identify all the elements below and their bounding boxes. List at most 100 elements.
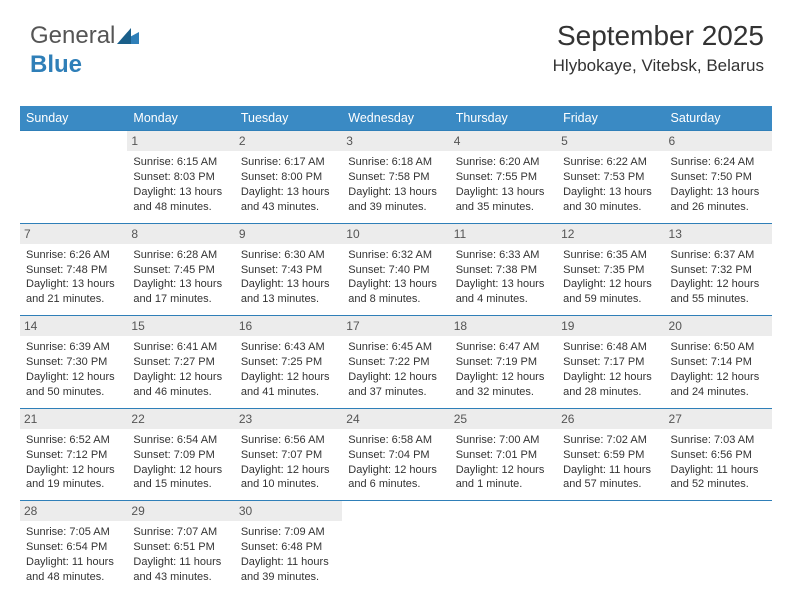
- sunrise-text: Sunrise: 6:56 AM: [241, 433, 336, 448]
- sunrise-text: Sunrise: 6:47 AM: [456, 340, 551, 355]
- calendar-table: SundayMondayTuesdayWednesdayThursdayFrid…: [20, 106, 772, 593]
- day-number: 9: [235, 224, 342, 244]
- daylight-text: and 35 minutes.: [456, 200, 551, 215]
- sunrise-text: Sunrise: 6:43 AM: [241, 340, 336, 355]
- day-number: 5: [557, 131, 664, 151]
- day-number: 6: [665, 131, 772, 151]
- daylight-text: and 57 minutes.: [563, 477, 658, 492]
- sunset-text: Sunset: 7:35 PM: [563, 263, 658, 278]
- sunset-text: Sunset: 7:14 PM: [671, 355, 766, 370]
- sunset-text: Sunset: 7:01 PM: [456, 448, 551, 463]
- daylight-text: Daylight: 13 hours: [133, 277, 228, 292]
- calendar-cell: 20Sunrise: 6:50 AMSunset: 7:14 PMDayligh…: [665, 316, 772, 409]
- sunset-text: Sunset: 7:43 PM: [241, 263, 336, 278]
- day-header: Sunday: [20, 106, 127, 131]
- daylight-text: Daylight: 13 hours: [241, 277, 336, 292]
- calendar-cell: 2Sunrise: 6:17 AMSunset: 8:00 PMDaylight…: [235, 131, 342, 224]
- day-number: 12: [557, 224, 664, 244]
- day-number: 2: [235, 131, 342, 151]
- sunrise-text: Sunrise: 6:48 AM: [563, 340, 658, 355]
- sunset-text: Sunset: 7:22 PM: [348, 355, 443, 370]
- sunrise-text: Sunrise: 6:15 AM: [133, 155, 228, 170]
- calendar-cell: 16Sunrise: 6:43 AMSunset: 7:25 PMDayligh…: [235, 316, 342, 409]
- calendar-body: .1Sunrise: 6:15 AMSunset: 8:03 PMDayligh…: [20, 131, 772, 593]
- day-number: 14: [20, 316, 127, 336]
- sunrise-text: Sunrise: 6:20 AM: [456, 155, 551, 170]
- day-number: 17: [342, 316, 449, 336]
- day-header: Thursday: [450, 106, 557, 131]
- daylight-text: Daylight: 13 hours: [456, 185, 551, 200]
- daylight-text: and 26 minutes.: [671, 200, 766, 215]
- calendar-cell: .: [450, 501, 557, 593]
- daylight-text: and 39 minutes.: [241, 570, 336, 585]
- daylight-text: and 43 minutes.: [241, 200, 336, 215]
- calendar-week: .1Sunrise: 6:15 AMSunset: 8:03 PMDayligh…: [20, 131, 772, 224]
- daylight-text: Daylight: 13 hours: [26, 277, 121, 292]
- calendar-cell: 22Sunrise: 6:54 AMSunset: 7:09 PMDayligh…: [127, 408, 234, 501]
- daylight-text: Daylight: 13 hours: [241, 185, 336, 200]
- day-number: 22: [127, 409, 234, 429]
- calendar-cell: 3Sunrise: 6:18 AMSunset: 7:58 PMDaylight…: [342, 131, 449, 224]
- calendar-cell: 19Sunrise: 6:48 AMSunset: 7:17 PMDayligh…: [557, 316, 664, 409]
- sunset-text: Sunset: 7:27 PM: [133, 355, 228, 370]
- sunset-text: Sunset: 6:54 PM: [26, 540, 121, 555]
- calendar-cell: .: [557, 501, 664, 593]
- calendar-cell: 29Sunrise: 7:07 AMSunset: 6:51 PMDayligh…: [127, 501, 234, 593]
- calendar-cell: .: [665, 501, 772, 593]
- sunset-text: Sunset: 7:30 PM: [26, 355, 121, 370]
- day-header: Tuesday: [235, 106, 342, 131]
- sunrise-text: Sunrise: 7:02 AM: [563, 433, 658, 448]
- calendar-cell: 27Sunrise: 7:03 AMSunset: 6:56 PMDayligh…: [665, 408, 772, 501]
- sunset-text: Sunset: 8:03 PM: [133, 170, 228, 185]
- day-number: 21: [20, 409, 127, 429]
- calendar-cell: 12Sunrise: 6:35 AMSunset: 7:35 PMDayligh…: [557, 223, 664, 316]
- day-number: 4: [450, 131, 557, 151]
- logo-icon: [117, 23, 139, 51]
- day-number: 3: [342, 131, 449, 151]
- calendar-cell: 9Sunrise: 6:30 AMSunset: 7:43 PMDaylight…: [235, 223, 342, 316]
- sunrise-text: Sunrise: 7:03 AM: [671, 433, 766, 448]
- calendar-cell: 11Sunrise: 6:33 AMSunset: 7:38 PMDayligh…: [450, 223, 557, 316]
- sunrise-text: Sunrise: 6:26 AM: [26, 248, 121, 263]
- daylight-text: Daylight: 12 hours: [456, 370, 551, 385]
- daylight-text: Daylight: 13 hours: [671, 185, 766, 200]
- day-number: 18: [450, 316, 557, 336]
- sunset-text: Sunset: 7:07 PM: [241, 448, 336, 463]
- sunrise-text: Sunrise: 7:09 AM: [241, 525, 336, 540]
- day-header: Friday: [557, 106, 664, 131]
- daylight-text: and 24 minutes.: [671, 385, 766, 400]
- daylight-text: Daylight: 12 hours: [456, 463, 551, 478]
- sunrise-text: Sunrise: 6:39 AM: [26, 340, 121, 355]
- daylight-text: and 52 minutes.: [671, 477, 766, 492]
- sunrise-text: Sunrise: 6:41 AM: [133, 340, 228, 355]
- sunset-text: Sunset: 7:17 PM: [563, 355, 658, 370]
- day-number: 29: [127, 501, 234, 521]
- calendar-cell: .: [20, 131, 127, 224]
- calendar-cell: 1Sunrise: 6:15 AMSunset: 8:03 PMDaylight…: [127, 131, 234, 224]
- sunset-text: Sunset: 7:53 PM: [563, 170, 658, 185]
- daylight-text: and 13 minutes.: [241, 292, 336, 307]
- sunrise-text: Sunrise: 6:58 AM: [348, 433, 443, 448]
- sunrise-text: Sunrise: 6:24 AM: [671, 155, 766, 170]
- day-number: 15: [127, 316, 234, 336]
- daylight-text: and 41 minutes.: [241, 385, 336, 400]
- day-header-row: SundayMondayTuesdayWednesdayThursdayFrid…: [20, 106, 772, 131]
- calendar-cell: 23Sunrise: 6:56 AMSunset: 7:07 PMDayligh…: [235, 408, 342, 501]
- daylight-text: and 10 minutes.: [241, 477, 336, 492]
- daylight-text: Daylight: 12 hours: [133, 463, 228, 478]
- sunset-text: Sunset: 7:25 PM: [241, 355, 336, 370]
- sunset-text: Sunset: 7:04 PM: [348, 448, 443, 463]
- header: September 2025 Hlybokaye, Vitebsk, Belar…: [553, 20, 764, 76]
- daylight-text: Daylight: 11 hours: [241, 555, 336, 570]
- daylight-text: Daylight: 12 hours: [348, 463, 443, 478]
- daylight-text: and 1 minute.: [456, 477, 551, 492]
- daylight-text: and 39 minutes.: [348, 200, 443, 215]
- sunset-text: Sunset: 7:45 PM: [133, 263, 228, 278]
- day-number: 26: [557, 409, 664, 429]
- day-number: 10: [342, 224, 449, 244]
- daylight-text: and 28 minutes.: [563, 385, 658, 400]
- daylight-text: Daylight: 12 hours: [563, 370, 658, 385]
- sunrise-text: Sunrise: 7:00 AM: [456, 433, 551, 448]
- daylight-text: and 21 minutes.: [26, 292, 121, 307]
- daylight-text: Daylight: 12 hours: [133, 370, 228, 385]
